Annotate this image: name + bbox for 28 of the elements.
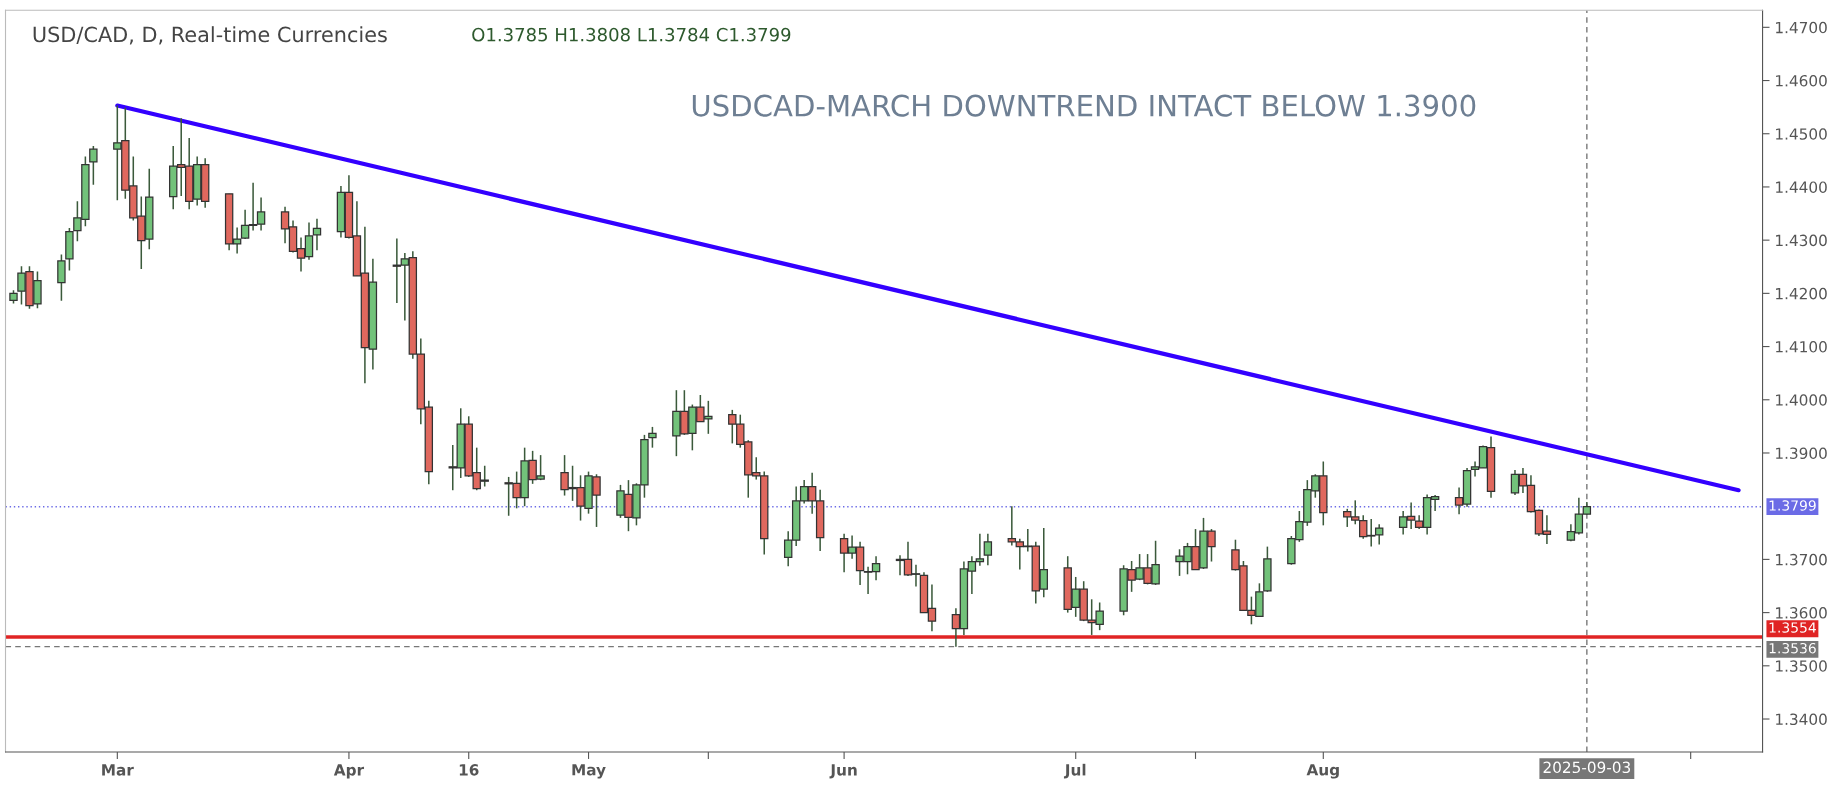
- y-tick-label: 1.4000: [1776, 394, 1827, 406]
- candlestick: [983, 533, 993, 567]
- y-tick-label: 1.4600: [1776, 74, 1827, 87]
- y-tick-label: 1.3400: [1776, 713, 1827, 726]
- ref-line-label: 2025-09-03: [1543, 761, 1631, 774]
- x-tick-label: Mar: [102, 764, 134, 776]
- y-tick-label: 1.4300: [1776, 234, 1827, 247]
- y-tick-label: 1.4700: [1776, 21, 1827, 34]
- x-tick-label: 16: [459, 764, 479, 776]
- y-tick-label: 1.4500: [1776, 128, 1827, 140]
- y-tick-label: 1.3600: [1776, 607, 1827, 619]
- text: O1.3785 H1.3808 L1.3784 C1.3799: [472, 27, 791, 42]
- x-tick-label: Jul: [1063, 763, 1086, 779]
- x-tick-label: May: [572, 764, 606, 779]
- x-tick-label: Aug: [1306, 764, 1339, 779]
- y-tick-label: 1.4200: [1776, 287, 1827, 300]
- annotation: USDCAD-MARCH DOWNTREND INTACT BELOW 1.3900: [692, 94, 1476, 117]
- y-tick-label: 1.3500: [1776, 660, 1827, 672]
- ref-line-label: 1.3536: [1769, 642, 1816, 654]
- y-tick-label: 1.4400: [1776, 181, 1827, 193]
- text: USD/CAD, D, Real-time Currencies: [33, 26, 387, 45]
- x-tick-label: Apr: [333, 764, 365, 779]
- y-tick-label: 1.3700: [1776, 553, 1827, 566]
- y-tick-label: 1.3900: [1776, 447, 1827, 459]
- ref-line-label: 1.3554: [1769, 622, 1816, 633]
- ref-line-label: 1.3799: [1769, 500, 1816, 511]
- y-tick-label: 1.4100: [1776, 341, 1827, 353]
- x-tick-label: Jun: [829, 764, 857, 779]
